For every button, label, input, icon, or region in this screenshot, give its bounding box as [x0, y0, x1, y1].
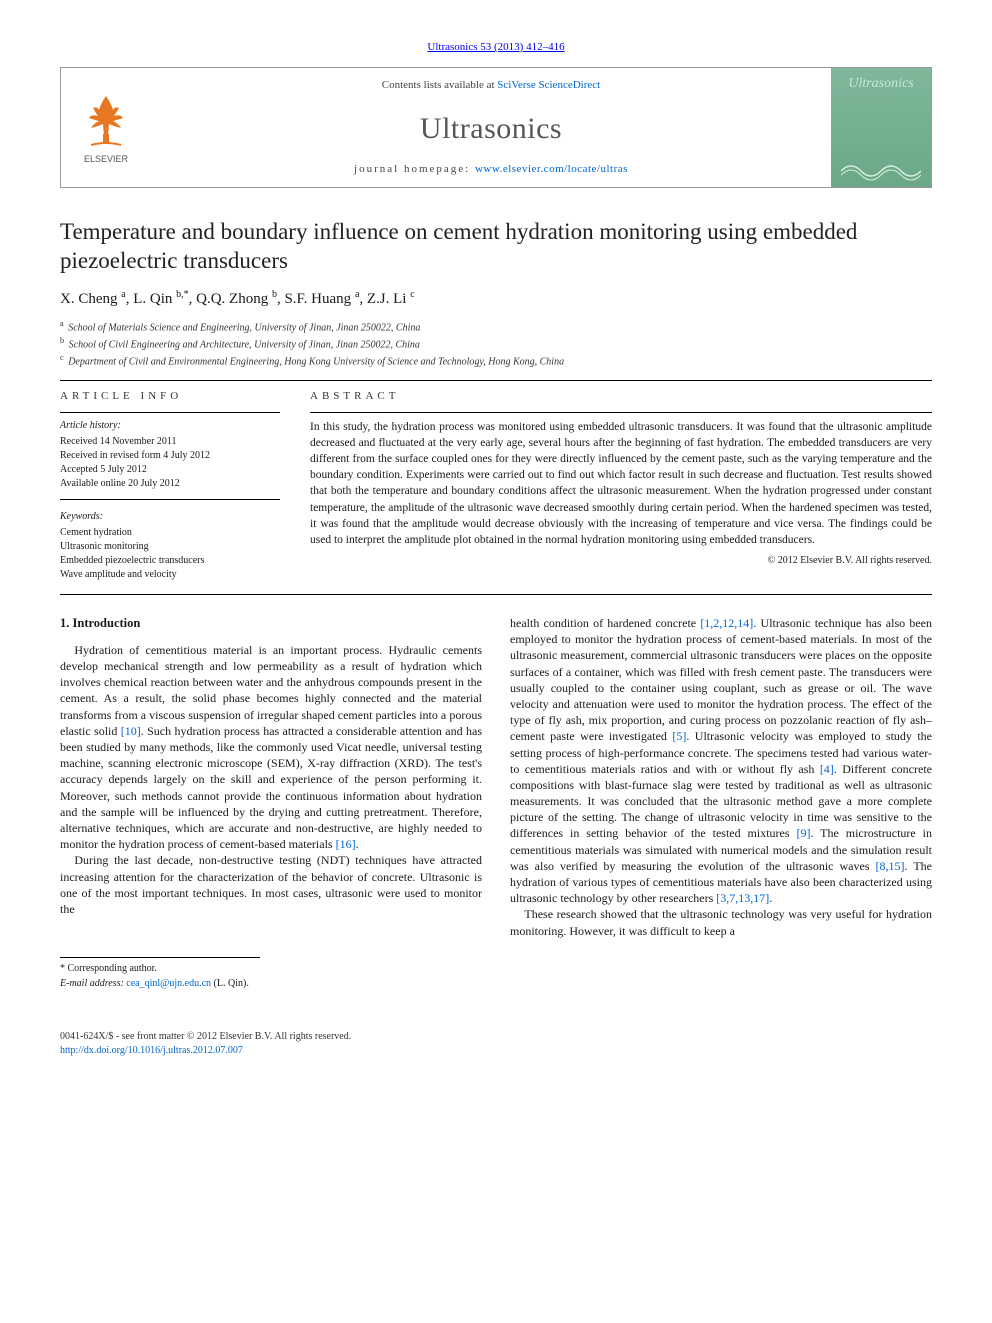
- issn-line: 0041-624X/$ - see front matter © 2012 El…: [60, 1030, 932, 1044]
- contents-prefix: Contents lists available at: [382, 79, 497, 91]
- keywords-label: Keywords:: [60, 510, 280, 524]
- history-line-3: Available online 20 July 2012: [60, 477, 280, 491]
- journal-header: ELSEVIER Contents lists available at Sci…: [60, 67, 932, 188]
- email-label: E-mail address:: [60, 978, 126, 989]
- abstract-text: In this study, the hydration process was…: [310, 419, 932, 548]
- cover-wave-icon: [841, 161, 921, 181]
- section-1-heading: 1. Introduction: [60, 615, 482, 632]
- keyword-3: Wave amplitude and velocity: [60, 568, 280, 582]
- para-1: Hydration of cementitious material is an…: [60, 642, 482, 852]
- body-column-left: 1. Introduction Hydration of cementitiou…: [60, 615, 482, 990]
- article-title: Temperature and boundary influence on ce…: [60, 218, 932, 276]
- abstract-column: ABSTRACT In this study, the hydration pr…: [310, 389, 932, 582]
- history-label: Article history:: [60, 419, 280, 433]
- keyword-2: Embedded piezoelectric transducers: [60, 554, 280, 568]
- body-columns: 1. Introduction Hydration of cementitiou…: [60, 615, 932, 990]
- email-suffix: (L. Qin).: [211, 978, 249, 989]
- homepage-prefix: journal homepage:: [354, 163, 475, 175]
- affiliations: a School of Materials Science and Engine…: [60, 318, 932, 370]
- corresponding-label: * Corresponding author.: [60, 962, 260, 976]
- keyword-0: Cement hydration: [60, 526, 280, 540]
- para-3: health condition of hardened concrete [1…: [510, 615, 932, 906]
- article-info-column: ARTICLE INFO Article history: Received 1…: [60, 389, 280, 582]
- meta-row: ARTICLE INFO Article history: Received 1…: [60, 389, 932, 582]
- info-rule: [60, 412, 280, 413]
- history-line-1: Received in revised form 4 July 2012: [60, 449, 280, 463]
- publisher-logo-cell: ELSEVIER: [61, 68, 151, 187]
- doi-link[interactable]: http://dx.doi.org/10.1016/j.ultras.2012.…: [60, 1045, 243, 1056]
- article-info-label: ARTICLE INFO: [60, 389, 280, 404]
- homepage-link[interactable]: www.elsevier.com/locate/ultras: [475, 163, 628, 175]
- affiliation-c: c Department of Civil and Environmental …: [60, 352, 932, 369]
- abstract-rule: [310, 412, 932, 413]
- abstract-label: ABSTRACT: [310, 389, 932, 404]
- citation-link[interactable]: Ultrasonics 53 (2013) 412–416: [427, 41, 564, 53]
- journal-homepage-line: journal homepage: www.elsevier.com/locat…: [159, 162, 823, 177]
- author-list: X. Cheng a, L. Qin b,*, Q.Q. Zhong b, S.…: [60, 288, 932, 310]
- journal-cover-thumbnail: Ultrasonics: [831, 68, 931, 187]
- bottom-meta-rule: [60, 594, 932, 595]
- citation-line[interactable]: Ultrasonics 53 (2013) 412–416: [60, 40, 932, 55]
- history-line-0: Received 14 November 2011: [60, 435, 280, 449]
- para-4: These research showed that the ultrasoni…: [510, 906, 932, 938]
- affiliation-b: b School of Civil Engineering and Archit…: [60, 335, 932, 352]
- keywords-rule: [60, 499, 280, 500]
- cover-journal-title: Ultrasonics: [848, 74, 913, 94]
- corresponding-author-footnote: * Corresponding author. E-mail address: …: [60, 957, 260, 990]
- abstract-copyright: © 2012 Elsevier B.V. All rights reserved…: [310, 554, 932, 568]
- keyword-1: Ultrasonic monitoring: [60, 540, 280, 554]
- history-line-2: Accepted 5 July 2012: [60, 463, 280, 477]
- affiliation-a: a School of Materials Science and Engine…: [60, 318, 932, 335]
- journal-title: Ultrasonics: [159, 108, 823, 150]
- divider-rule: [60, 380, 932, 381]
- contents-available-line: Contents lists available at SciVerse Sci…: [159, 78, 823, 93]
- sciencedirect-link[interactable]: SciVerse ScienceDirect: [497, 79, 600, 91]
- page-container: Ultrasonics 53 (2013) 412–416 ELSEVIER C…: [0, 0, 992, 1098]
- header-center: Contents lists available at SciVerse Sci…: [151, 68, 831, 187]
- para-2: During the last decade, non-destructive …: [60, 852, 482, 917]
- corresponding-email-link[interactable]: cea_qinl@ujn.edu.cn: [126, 978, 211, 989]
- body-column-right: health condition of hardened concrete [1…: [510, 615, 932, 990]
- page-footer: 0041-624X/$ - see front matter © 2012 El…: [60, 1030, 932, 1058]
- elsevier-tree-icon: ELSEVIER: [71, 88, 141, 168]
- publisher-name-text: ELSEVIER: [84, 154, 129, 164]
